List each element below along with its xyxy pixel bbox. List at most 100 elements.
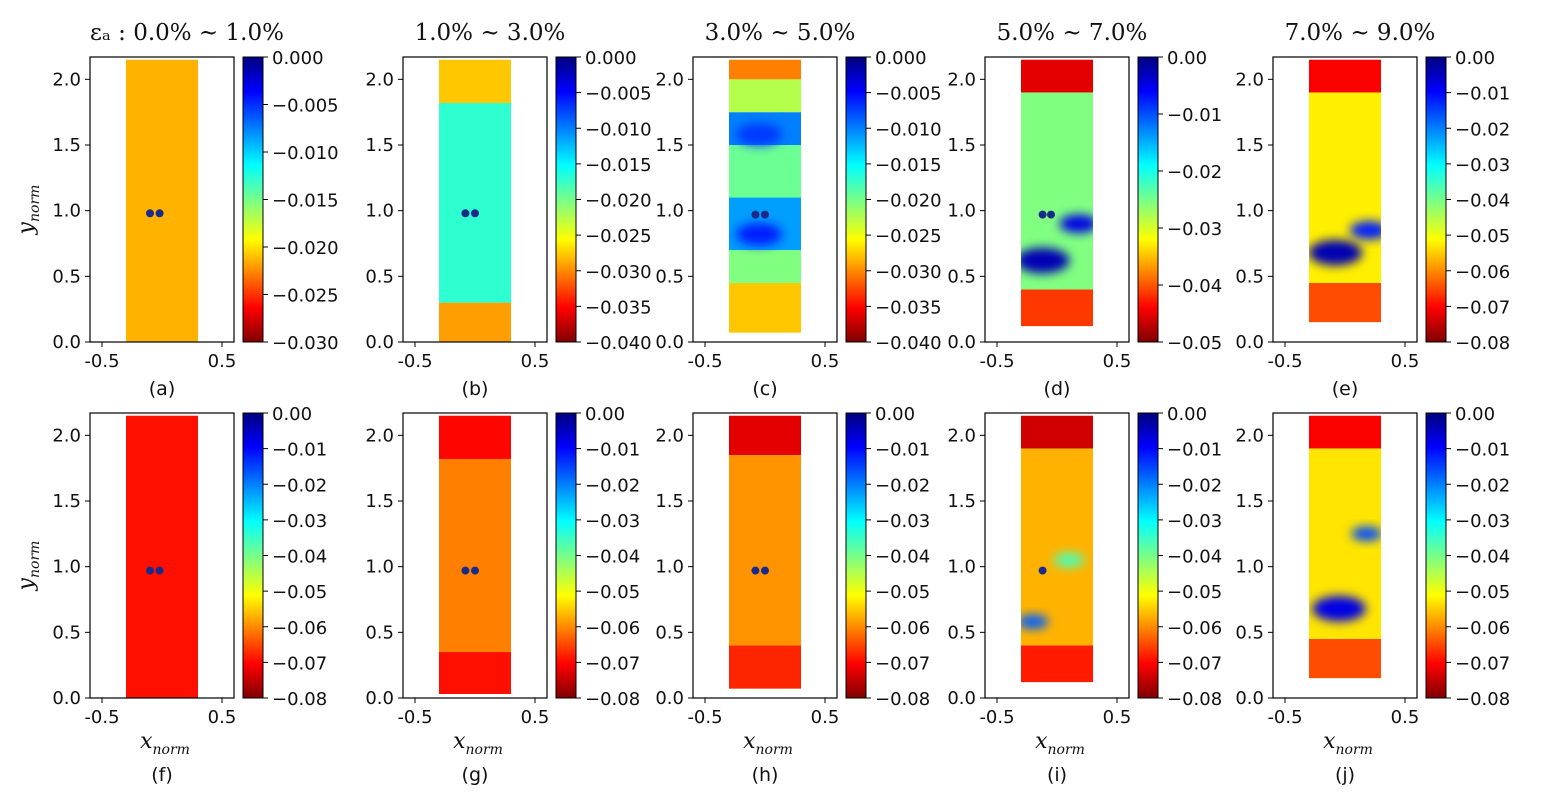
y-tick-label: 0.5 — [1235, 266, 1264, 287]
colorbar-tick-label: −0.005 — [585, 84, 652, 105]
colorbar-tick-label: −0.035 — [585, 297, 652, 318]
colorbar-tick-label: −0.03 — [272, 511, 327, 532]
colorbar-tick-label: −0.03 — [875, 511, 930, 532]
y-tick-label: 0.0 — [655, 688, 684, 709]
y-tick-label: 1.5 — [52, 491, 81, 512]
x-tick-label: -0.5 — [397, 351, 432, 372]
y-tick-label: 1.5 — [655, 135, 684, 156]
y-tick-label: 0.0 — [947, 332, 976, 353]
colorbar-tick-label: 0.00 — [1455, 404, 1495, 425]
axes-frame — [89, 56, 235, 343]
strain-band — [439, 415, 511, 459]
x-tick-label: 0.5 — [208, 707, 237, 728]
y-tick-label: 2.0 — [655, 69, 684, 90]
panel-caption: (f) — [151, 764, 173, 786]
colorbar — [1425, 56, 1447, 343]
strain-band — [1021, 415, 1093, 449]
y-tick-label: 0.5 — [52, 622, 81, 643]
y-tick-label: 0.5 — [365, 622, 394, 643]
colorbar-tick-label: −0.020 — [875, 191, 942, 212]
colorbar — [242, 56, 264, 343]
colorbar-tick-label: −0.025 — [272, 286, 339, 307]
axes-frame — [1272, 56, 1418, 343]
axes-frame — [692, 56, 838, 343]
y-tick-label: 2.0 — [947, 425, 976, 446]
colorbar-tick-label: −0.005 — [272, 96, 339, 117]
strain-band — [729, 59, 801, 80]
axes-frame — [692, 412, 838, 699]
panel-title: εₐ : 0.0% ~ 1.0% — [90, 20, 284, 46]
colorbar-tick-label: −0.02 — [585, 475, 640, 496]
strain-band — [1021, 59, 1093, 93]
colorbar-tick-label: −0.03 — [585, 511, 640, 532]
marker-dot — [761, 210, 769, 219]
panel-caption: (h) — [752, 764, 779, 786]
panel-b: 0.0 0.5 1.0 1.5 2.0 -0.5 0.5 0.000 −0.005 −0.010 −… — [365, 20, 651, 400]
y-tick-label: 1.0 — [52, 201, 81, 222]
colorbar-tick-label: −0.05 — [875, 582, 930, 603]
strain-band — [1309, 282, 1381, 323]
panel-a: 0.0 0.5 1.0 1.5 2.0 -0.5 0.5 0.000 −0.005 −0.010 −… — [14, 20, 339, 400]
colorbar-tick-label: −0.010 — [875, 119, 942, 140]
y-tick-label: 2.0 — [655, 425, 684, 446]
axes-frame — [1272, 412, 1418, 699]
strain-band — [439, 59, 511, 103]
panel-e: 0.0 0.5 1.0 1.5 2.0 -0.5 0.5 0.00 −0.01 −0.02 −0.0… — [1235, 20, 1510, 400]
colorbar-tick-label: −0.07 — [1455, 653, 1510, 674]
colorbar-tick-label: −0.08 — [875, 689, 930, 710]
x-tick-label: 0.5 — [208, 351, 237, 372]
marker-dot — [471, 566, 479, 575]
colorbar-tick-label: −0.025 — [875, 226, 942, 247]
colorbar — [1137, 412, 1159, 699]
marker-dot — [1038, 566, 1047, 575]
colorbar-tick-label: −0.020 — [272, 238, 339, 259]
y-tick-label: 0.0 — [947, 688, 976, 709]
x-tick-label: -0.5 — [397, 707, 432, 728]
strain-field — [1309, 415, 1381, 679]
colorbar — [845, 412, 867, 699]
axes-frame — [402, 412, 548, 699]
colorbar-tick-label: −0.08 — [1167, 689, 1222, 710]
y-tick-label: 1.0 — [655, 557, 684, 578]
colorbar-tick-label: −0.02 — [1167, 475, 1222, 496]
colorbar-tick-label: 0.00 — [875, 404, 915, 425]
colorbar-tick-label: −0.015 — [585, 155, 652, 176]
panel-caption: (b) — [462, 378, 489, 400]
marker-dot — [146, 209, 154, 218]
y-tick-label: 0.0 — [365, 332, 394, 353]
colorbar-tick-label: 0.000 — [585, 48, 637, 69]
colorbar-tick-label: −0.08 — [1455, 689, 1510, 710]
panel-title: 1.0% ~ 3.0% — [415, 20, 566, 46]
strain-band — [1021, 448, 1093, 646]
strain-band — [729, 415, 801, 456]
colorbar-tick-label: 0.000 — [272, 48, 324, 69]
colorbar-tick-label: 0.00 — [1455, 48, 1495, 69]
y-tick-label: 0.5 — [1235, 622, 1264, 643]
x-axis-label: xnorm — [743, 729, 793, 758]
x-axis-label: xnorm — [453, 729, 503, 758]
y-tick-label: 1.5 — [947, 135, 976, 156]
colorbar-tick-label: −0.040 — [585, 333, 652, 354]
strain-band — [729, 144, 801, 198]
strain-hotspot — [735, 223, 783, 246]
colorbar-tick-label: −0.05 — [1167, 333, 1222, 354]
x-tick-label: 0.5 — [1391, 351, 1420, 372]
colorbar-tick-label: −0.07 — [272, 653, 327, 674]
strain-field — [1309, 59, 1381, 323]
strain-band — [439, 102, 511, 303]
y-tick-label: 1.0 — [655, 201, 684, 222]
colorbar-tick-label: −0.01 — [272, 440, 327, 461]
strain-band — [729, 250, 801, 283]
marker-dot — [146, 566, 154, 575]
marker-dot — [461, 209, 470, 218]
colorbar-tick-label: −0.08 — [272, 689, 327, 710]
strain-field — [1021, 415, 1093, 683]
y-tick-label: 0.0 — [52, 688, 81, 709]
colorbar-tick-label: −0.03 — [1167, 219, 1222, 240]
colorbar-tick-label: −0.01 — [585, 440, 640, 461]
strain-band — [729, 645, 801, 689]
colorbar-tick-label: −0.04 — [1455, 191, 1510, 212]
colorbar-tick-label: −0.01 — [1167, 105, 1222, 126]
x-tick-label: -0.5 — [1267, 351, 1302, 372]
colorbar-tick-label: −0.01 — [875, 440, 930, 461]
